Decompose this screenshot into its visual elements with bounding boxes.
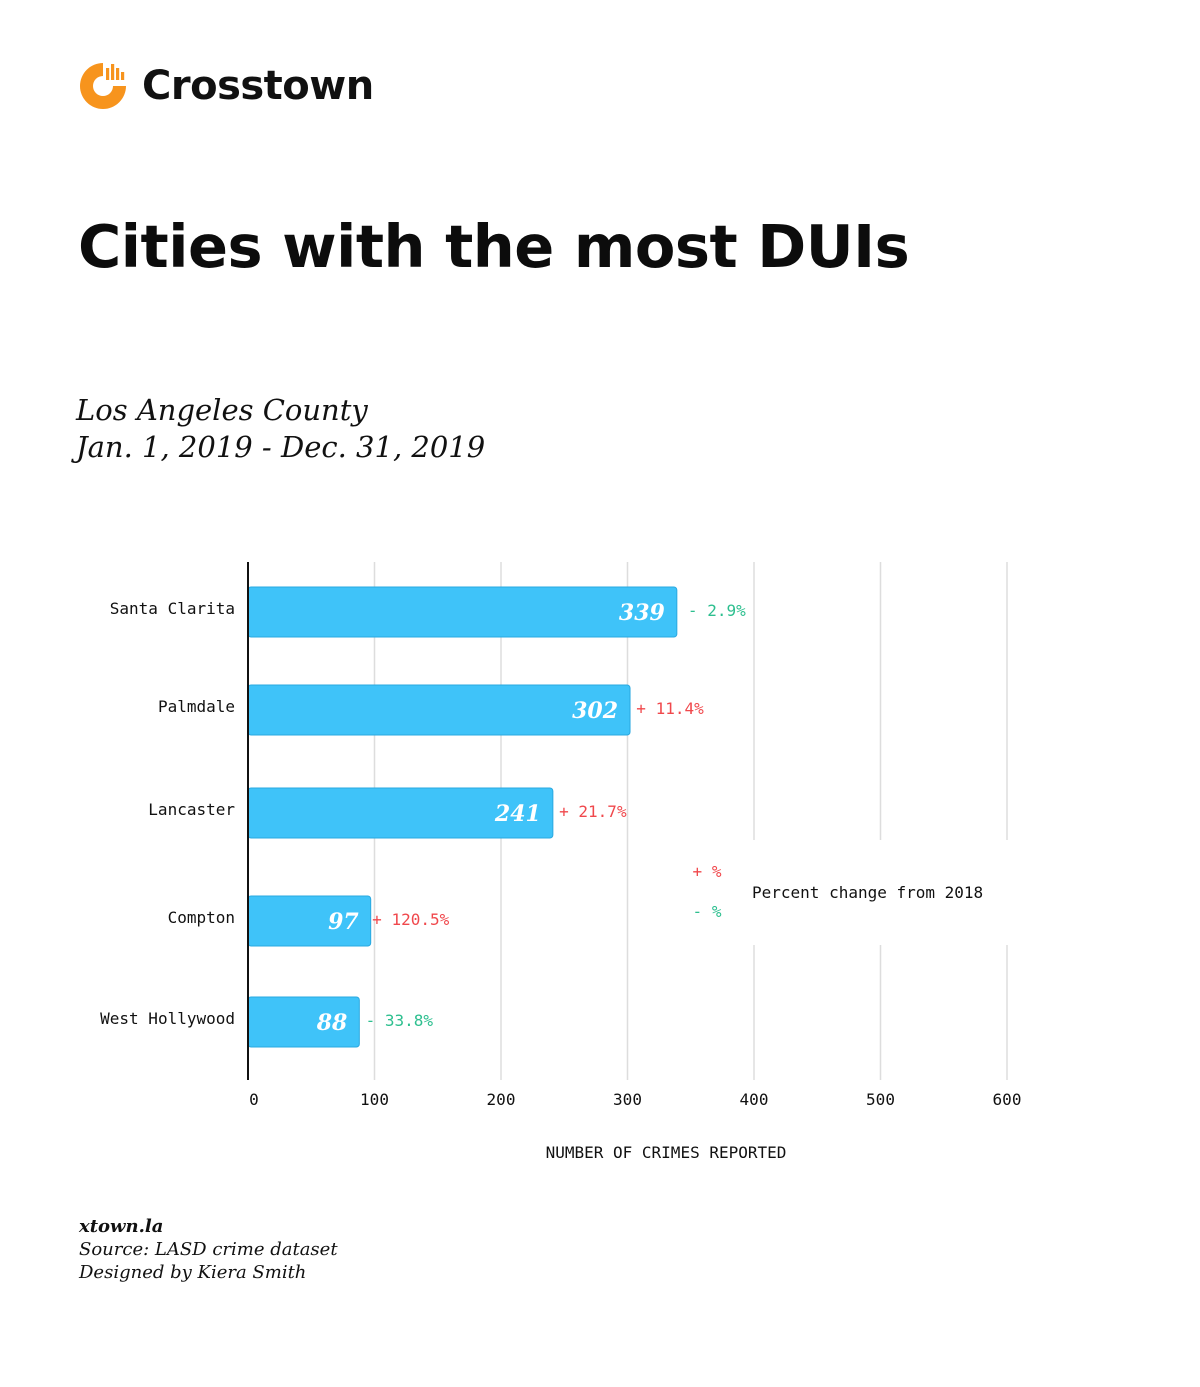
bar-value-label: 339 [619, 600, 665, 626]
bar-value-label: 241 [494, 801, 541, 827]
bar-value-label: 302 [572, 698, 618, 724]
x-tick-label: 100 [360, 1090, 389, 1109]
category-label: Compton [168, 908, 235, 927]
pct-change-label: - 33.8% [366, 1011, 434, 1030]
x-axis-title: NUMBER OF CRIMES REPORTED [546, 1143, 787, 1162]
x-tick-label: 600 [993, 1090, 1022, 1109]
x-tick-label: 0 [249, 1090, 259, 1109]
footer-site: xtown.la [79, 1216, 164, 1237]
bar-value-label: 88 [316, 1010, 348, 1036]
legend-text: Percent change from 2018 [752, 883, 983, 902]
category-label: Palmdale [158, 697, 235, 716]
pct-change-label: + 11.4% [636, 699, 704, 718]
footer-credit: Designed by Kiera Smith [79, 1262, 307, 1283]
x-tick-label: 300 [613, 1090, 642, 1109]
x-tick-label: 400 [740, 1090, 769, 1109]
pct-change-label: - 2.9% [688, 601, 746, 620]
bar-chart: 100 200 300 400 500 600 0 339 Santa Clarita - 2.9… [100, 562, 1022, 1162]
category-label: Lancaster [148, 800, 235, 819]
chart-title: Cities with the most DUIs [78, 212, 910, 281]
footer: xtown.la Source: LASD crime dataset Desi… [79, 1215, 338, 1284]
x-tick-label: 500 [866, 1090, 895, 1109]
pct-change-label: + 21.7% [559, 802, 627, 821]
pct-change-label: + 120.5% [372, 910, 449, 929]
brand-logo: Crosstown [76, 58, 374, 114]
x-tick-label: 200 [487, 1090, 516, 1109]
category-label: Santa Clarita [110, 599, 235, 618]
crosstown-logo-icon [80, 63, 126, 109]
footer-source: Source: LASD crime dataset [79, 1239, 338, 1260]
subtitle-date-range: Jan. 1, 2019 - Dec. 31, 2019 [76, 430, 486, 464]
category-label: West Hollywood [100, 1009, 235, 1028]
bar-value-label: 97 [328, 909, 359, 935]
legend-down-label: - % [693, 902, 722, 921]
legend-up-label: + % [693, 862, 722, 881]
subtitle-region: Los Angeles County [76, 393, 368, 427]
chart-subtitle: Los Angeles County Jan. 1, 2019 - Dec. 3… [76, 392, 485, 466]
bar [247, 586, 678, 638]
brand-name: Crosstown [142, 63, 374, 109]
